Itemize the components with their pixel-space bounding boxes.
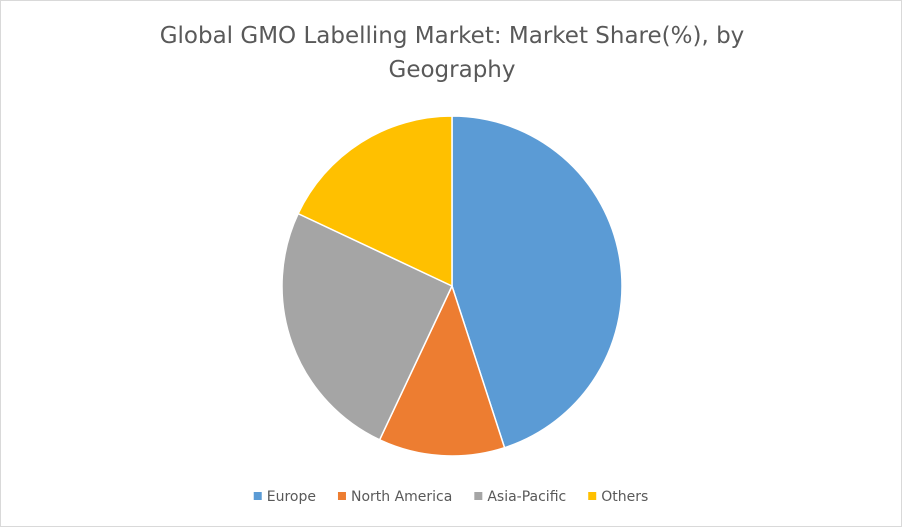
legend-swatch	[253, 492, 262, 500]
pie-slice	[281, 212, 453, 441]
pie-slice	[451, 115, 623, 449]
pie-slice	[378, 283, 506, 457]
legend-label: Others	[601, 489, 648, 505]
legend-label: Europe	[267, 489, 316, 505]
legend-swatch	[337, 492, 346, 500]
legend-swatch	[474, 492, 483, 500]
pie-slice	[297, 115, 453, 288]
legend-label: Asia-Pacific	[487, 489, 566, 505]
legend-swatch	[588, 492, 597, 500]
chart-title: Global GMO Labelling Market: Market Shar…	[159, 23, 745, 83]
legend-label: North America	[351, 489, 452, 505]
